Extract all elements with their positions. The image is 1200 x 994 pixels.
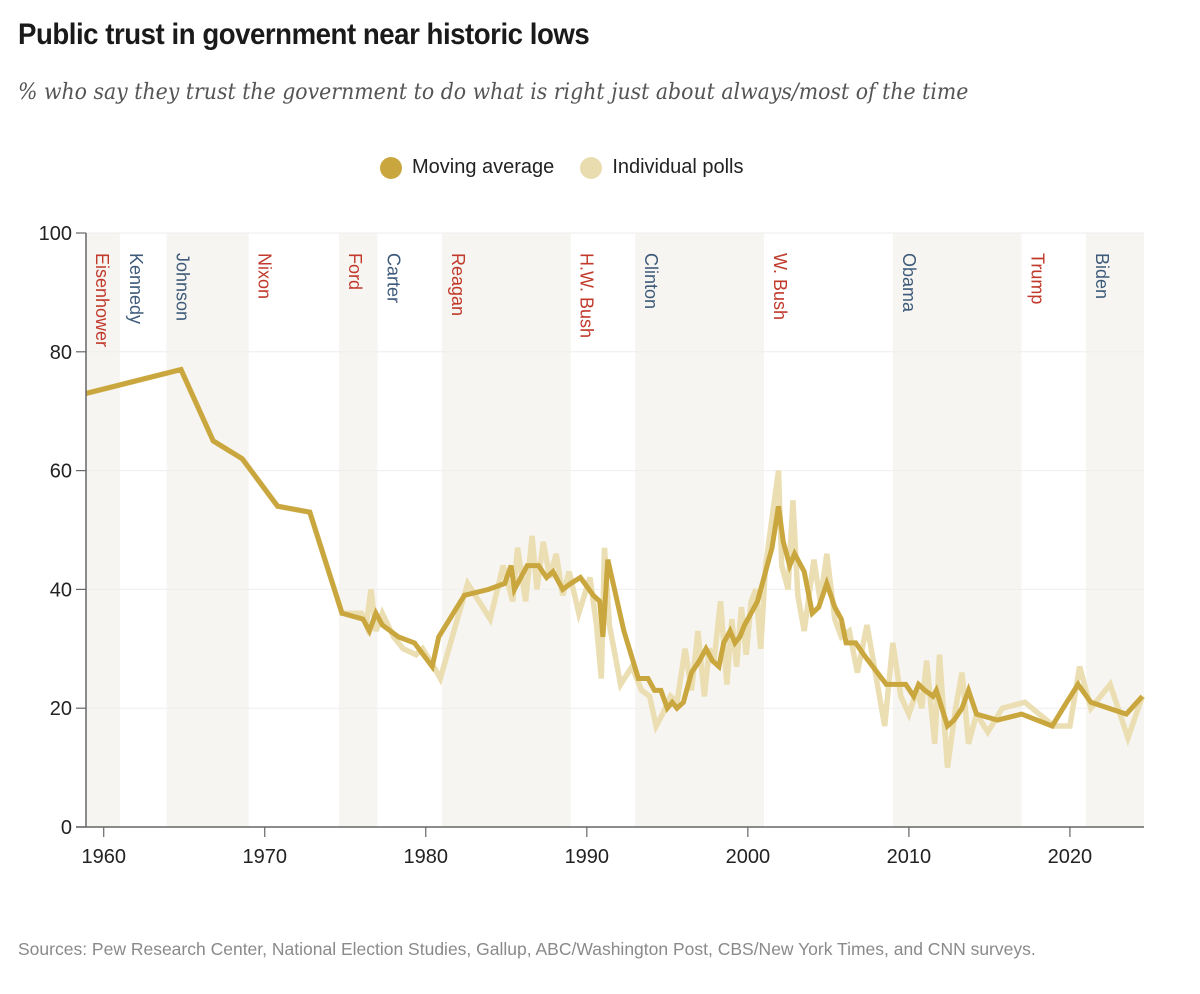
x-tick-label: 2020 bbox=[1048, 846, 1093, 868]
legend: Moving average Individual polls bbox=[380, 156, 770, 179]
sources-note: Sources: Pew Research Center, National E… bbox=[18, 939, 1036, 959]
legend-item-individual-polls: Individual polls bbox=[580, 156, 744, 179]
president-band bbox=[338, 233, 378, 827]
president-band bbox=[86, 233, 120, 827]
legend-item-moving-average: Moving average bbox=[380, 156, 554, 179]
axes: 0 20 40 60 80 100 1960 1970 1980 1990 2000 2010 2020 bbox=[39, 223, 1144, 868]
legend-swatch-individual-polls bbox=[580, 156, 603, 179]
president-label: Nixon bbox=[255, 253, 275, 299]
y-tick-label: 60 bbox=[50, 461, 72, 483]
president-labels: Eisenhower Kennedy Johnson Nixon Ford Carter R… bbox=[92, 253, 1112, 347]
legend-label: Individual polls bbox=[612, 156, 744, 178]
x-tick-label: 1960 bbox=[81, 846, 126, 868]
president-band bbox=[166, 233, 249, 827]
y-tick-label: 100 bbox=[39, 223, 72, 245]
president-bands bbox=[86, 233, 1144, 827]
president-label: Obama bbox=[899, 253, 919, 313]
y-tick-label: 40 bbox=[50, 579, 72, 601]
x-tick-label: 2000 bbox=[726, 846, 771, 868]
president-label: Clinton bbox=[641, 253, 661, 309]
x-tick-label: 1980 bbox=[404, 846, 449, 868]
y-tick-label: 80 bbox=[50, 342, 72, 364]
x-tick-label: 2010 bbox=[887, 846, 932, 868]
moving-average-line bbox=[85, 366, 1145, 731]
president-label: H.W. Bush bbox=[577, 253, 597, 338]
x-tick-label: 1990 bbox=[565, 846, 610, 868]
chart-title: Public trust in government near historic… bbox=[18, 18, 590, 51]
president-label: Johnson bbox=[173, 253, 193, 321]
chart-subtitle: % who say they trust the government to d… bbox=[18, 80, 969, 105]
president-label: W. Bush bbox=[770, 253, 790, 320]
x-tick-label: 1970 bbox=[242, 846, 287, 868]
legend-label: Moving average bbox=[412, 156, 555, 178]
president-label: Eisenhower bbox=[92, 253, 112, 347]
president-band bbox=[1086, 233, 1144, 827]
president-label: Carter bbox=[383, 253, 403, 303]
president-band bbox=[635, 233, 764, 827]
president-label: Ford bbox=[345, 253, 365, 290]
president-label: Trump bbox=[1028, 253, 1048, 304]
president-label: Biden bbox=[1092, 253, 1112, 299]
president-label: Reagan bbox=[448, 253, 468, 316]
series-lines bbox=[85, 366, 1145, 768]
y-tick-label: 0 bbox=[61, 817, 72, 839]
president-label: Kennedy bbox=[126, 253, 146, 324]
y-tick-label: 20 bbox=[50, 698, 72, 720]
president-band bbox=[441, 233, 571, 827]
president-band bbox=[892, 233, 1022, 827]
legend-swatch-moving-average bbox=[380, 156, 402, 179]
